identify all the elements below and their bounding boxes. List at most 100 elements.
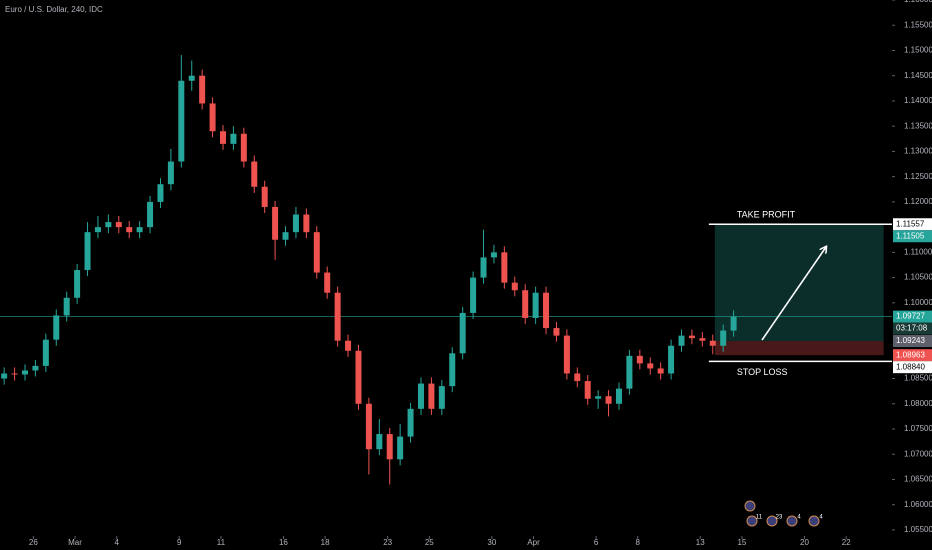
candle-body bbox=[53, 315, 60, 340]
price-label: 1.09727 bbox=[896, 312, 925, 321]
candle-body bbox=[376, 434, 383, 450]
candle-body bbox=[261, 186, 268, 207]
event-icon bbox=[808, 515, 820, 527]
candle-body bbox=[501, 252, 508, 283]
candle-body bbox=[94, 227, 101, 233]
candle-body bbox=[1, 373, 8, 379]
y-tick-label: 1.06500 bbox=[904, 475, 932, 484]
candle-body bbox=[720, 330, 727, 346]
candle-body bbox=[345, 340, 352, 351]
candle-body bbox=[532, 292, 539, 318]
candle-body bbox=[292, 214, 299, 233]
price-label: 1.08840 bbox=[896, 362, 925, 371]
event-icon bbox=[744, 500, 756, 512]
event-icon bbox=[746, 515, 758, 527]
candle-body bbox=[668, 345, 675, 374]
candle-body bbox=[657, 368, 664, 374]
candle-body bbox=[605, 396, 612, 404]
candles-layer bbox=[1, 55, 737, 485]
candle-body bbox=[397, 436, 404, 460]
x-tick-label: 26 bbox=[29, 538, 38, 547]
price-label: 1.09243 bbox=[896, 336, 925, 345]
candle-body bbox=[303, 214, 310, 233]
y-tick-label: 1.05500 bbox=[904, 525, 932, 534]
y-tick-label: 1.07000 bbox=[904, 449, 932, 458]
candle-body bbox=[407, 408, 414, 437]
price-label-box bbox=[893, 218, 932, 231]
candle-body bbox=[313, 232, 320, 273]
candle-body bbox=[709, 340, 716, 346]
candle-body bbox=[251, 161, 258, 187]
candle-body bbox=[511, 282, 518, 291]
candle-body bbox=[178, 80, 185, 162]
x-tick-label: 25 bbox=[425, 538, 434, 547]
countdown-label: 03:17:08 bbox=[896, 324, 928, 333]
candle-body bbox=[240, 133, 247, 162]
candle-body bbox=[105, 222, 112, 228]
event-count: 23 bbox=[776, 515, 783, 521]
x-tick-label: 20 bbox=[800, 538, 809, 547]
x-tick-label: 13 bbox=[696, 538, 705, 547]
chart-title: Euro / U.S. Dollar, 240, IDC bbox=[5, 5, 103, 14]
y-tick-label: 1.11000 bbox=[904, 247, 932, 256]
candle-body bbox=[74, 270, 81, 298]
x-tick-label: 15 bbox=[737, 538, 746, 547]
x-tick-label: Mar bbox=[68, 538, 82, 547]
candle-body bbox=[480, 257, 487, 278]
candle-body bbox=[595, 396, 602, 399]
candle-body bbox=[63, 297, 70, 316]
x-tick-label: 4 bbox=[114, 538, 119, 547]
price-label-box bbox=[893, 310, 932, 323]
candle-body bbox=[282, 232, 289, 240]
candle-body bbox=[272, 206, 279, 240]
trend-arrow bbox=[761, 247, 826, 341]
candle-body bbox=[147, 201, 154, 228]
candle-body bbox=[386, 434, 393, 460]
candle-body bbox=[417, 383, 424, 409]
y-tick-label: 1.14500 bbox=[904, 71, 932, 80]
candle-body bbox=[136, 227, 143, 233]
candle-body bbox=[199, 75, 206, 104]
candle-body bbox=[157, 184, 164, 202]
candle-body bbox=[126, 227, 133, 233]
candle-body bbox=[428, 383, 435, 409]
y-tick-label: 1.14000 bbox=[904, 96, 932, 105]
y-tick-label: 1.12000 bbox=[904, 197, 932, 206]
price-label-box bbox=[893, 230, 932, 243]
candle-body bbox=[42, 339, 49, 366]
candle-body bbox=[543, 292, 550, 329]
y-tick-label: 1.07500 bbox=[904, 424, 932, 433]
event-icon bbox=[766, 515, 778, 527]
position-layer bbox=[0, 224, 892, 356]
level-label: STOP LOSS bbox=[737, 367, 788, 377]
price-label-box bbox=[893, 335, 932, 348]
candle-body bbox=[553, 328, 560, 336]
y-tick-label: 1.16000 bbox=[904, 0, 932, 4]
candle-body bbox=[678, 335, 685, 346]
candle-body bbox=[626, 355, 633, 389]
event-count: 11 bbox=[756, 515, 763, 521]
candle-body bbox=[438, 386, 445, 409]
x-tick-label: Apr bbox=[527, 538, 540, 547]
event-icon bbox=[786, 515, 798, 527]
candle-body bbox=[32, 365, 39, 371]
x-tick-label: 18 bbox=[321, 538, 330, 547]
candle-body bbox=[730, 316, 737, 331]
target-zone bbox=[714, 224, 884, 342]
y-tick-label: 1.13500 bbox=[904, 121, 932, 130]
candle-body bbox=[167, 161, 174, 185]
candle-body bbox=[459, 312, 466, 354]
countdown-box bbox=[893, 322, 932, 335]
candle-body bbox=[699, 338, 706, 341]
candle-body bbox=[584, 381, 591, 399]
axis-layer: 1.16000 1.15500 1.15000 1.14500 1.14000 1.135… bbox=[29, 0, 932, 547]
candle-body bbox=[334, 292, 341, 341]
x-tick-label: 16 bbox=[279, 538, 288, 547]
y-tick-label: 1.12500 bbox=[904, 172, 932, 181]
candle-body bbox=[365, 403, 372, 450]
price-label: 1.11505 bbox=[896, 231, 925, 240]
candle-body bbox=[84, 232, 91, 271]
candle-body bbox=[209, 103, 216, 132]
